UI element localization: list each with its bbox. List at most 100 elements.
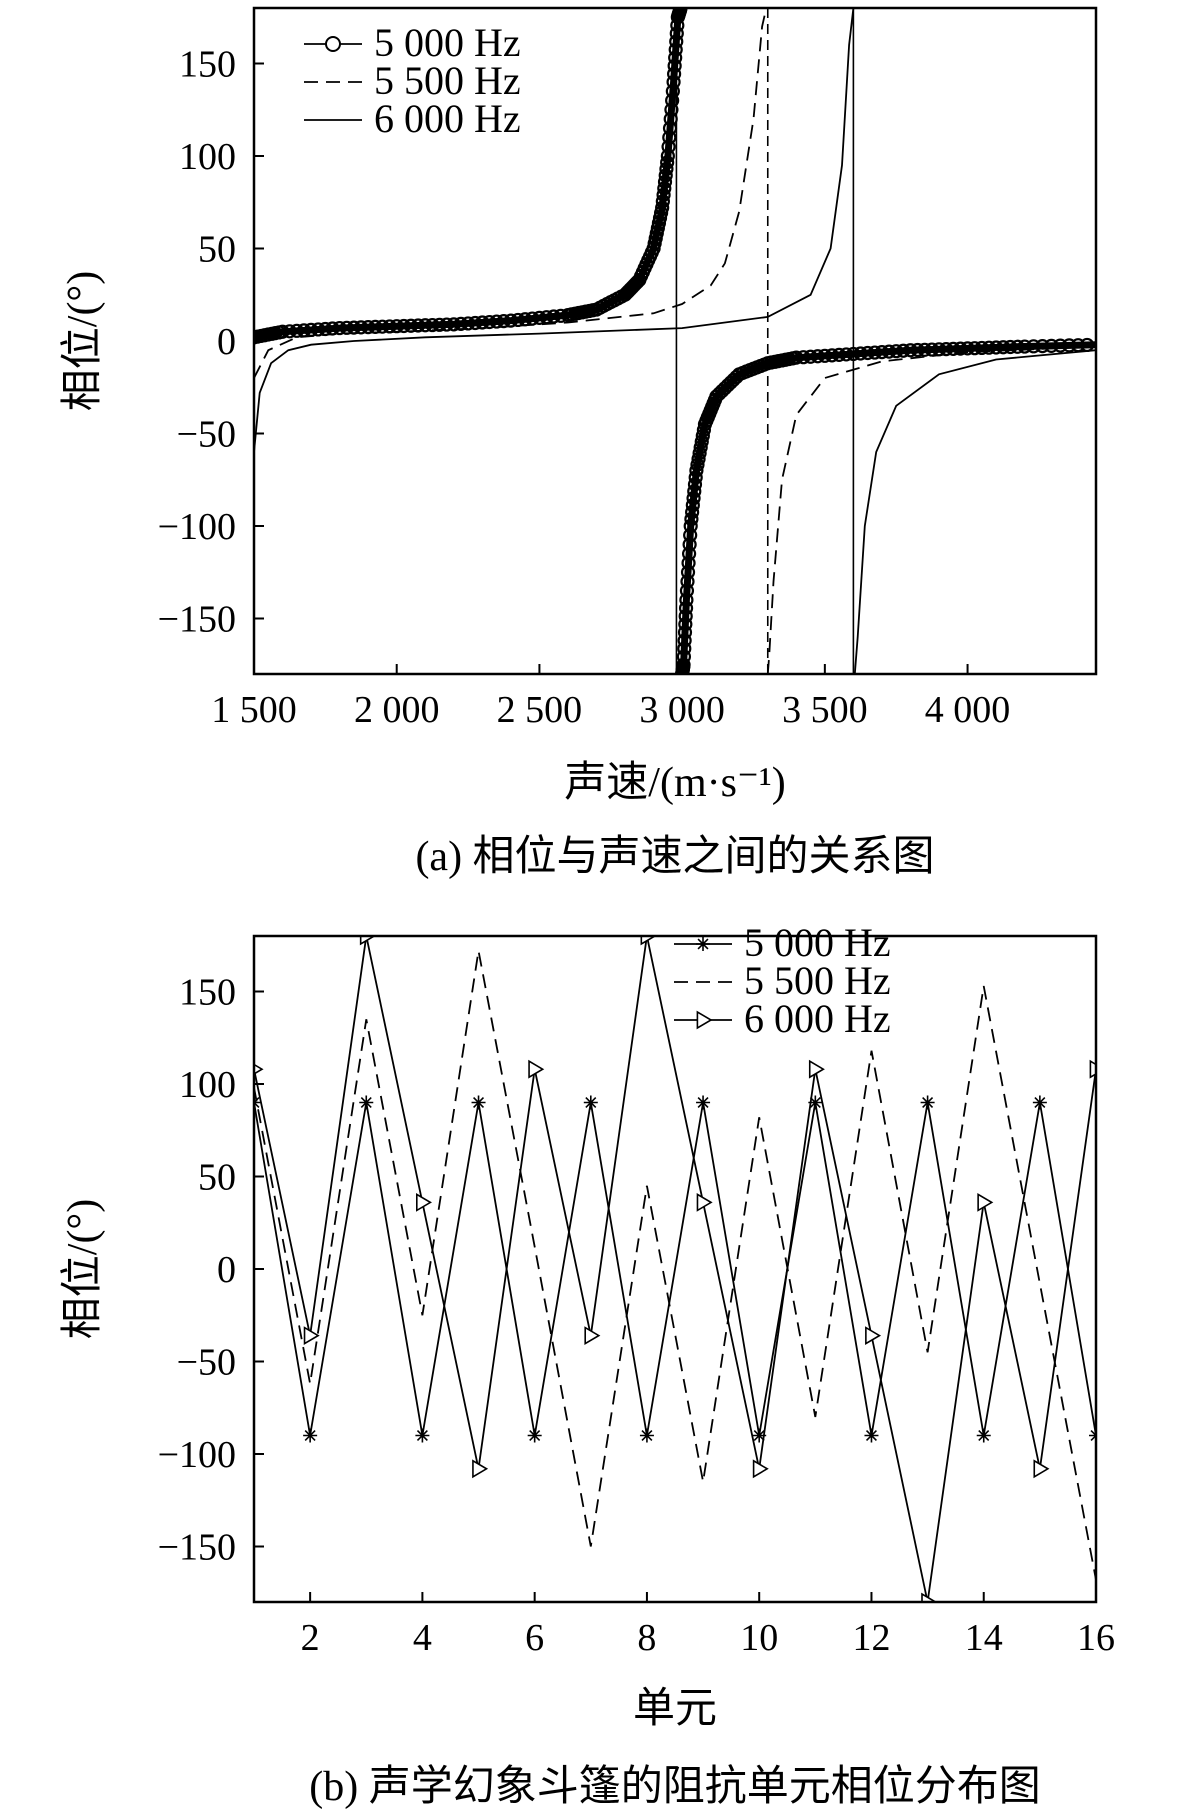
data-point xyxy=(1035,338,1050,354)
y-tick-label: 100 xyxy=(179,136,236,178)
data-point xyxy=(924,342,939,357)
data-point xyxy=(353,320,369,335)
data-point xyxy=(289,323,304,338)
data-point xyxy=(546,309,561,324)
data-point xyxy=(640,936,657,946)
legend-marker xyxy=(696,1010,713,1030)
data-point xyxy=(439,317,454,332)
chart-panel-a: 1 500 2 000 2 500 3 000 3 500 4 000 150 100 50 0 −… xyxy=(59,6,1098,880)
data-point xyxy=(677,641,692,656)
data-point xyxy=(1044,338,1059,353)
legend-label: 6 000 Hz xyxy=(374,96,521,141)
data-point xyxy=(282,324,297,339)
data-point xyxy=(867,345,882,360)
data-point xyxy=(974,340,989,356)
caption-a: (a) 相位与声速之间的关系图 xyxy=(415,833,934,880)
data-point xyxy=(667,66,682,82)
series-line xyxy=(254,8,1096,674)
data-point xyxy=(668,50,683,65)
x-axis-label: 声速/(m·s⁻¹) xyxy=(564,760,785,806)
y-tick-label: −50 xyxy=(177,1342,236,1384)
data-point xyxy=(1003,339,1018,355)
data-point xyxy=(311,322,326,337)
data-point xyxy=(661,139,676,154)
data-point xyxy=(639,1428,654,1443)
data-point xyxy=(917,342,932,357)
data-point xyxy=(1033,1459,1050,1479)
data-point xyxy=(920,1095,935,1110)
y-tick-label: 150 xyxy=(179,972,236,1014)
data-point xyxy=(665,84,680,99)
data-point xyxy=(532,310,547,325)
x-tick-label: 2 xyxy=(301,1617,320,1659)
data-point xyxy=(677,625,693,640)
data-point xyxy=(676,657,691,672)
data-point xyxy=(678,609,693,624)
legend: 5 000 Hz5 500 Hz6 000 Hz xyxy=(304,20,521,141)
data-point xyxy=(415,1428,430,1443)
data-point xyxy=(1017,339,1032,354)
y-tick-label: −150 xyxy=(158,1527,236,1569)
x-tick-label: 12 xyxy=(852,1617,890,1659)
data-point xyxy=(528,1059,545,1079)
x-tick-label: 16 xyxy=(1077,1617,1115,1659)
data-point xyxy=(681,546,697,561)
caption-b: (b) 声学幻象斗篷的阻抗单元相位分布图 xyxy=(309,1763,1040,1810)
data-point xyxy=(396,318,411,334)
x-tick-label: 3 000 xyxy=(639,689,725,731)
data-point xyxy=(415,1193,432,1212)
data-point xyxy=(989,340,1004,355)
data-point xyxy=(953,341,968,356)
data-point xyxy=(678,600,694,616)
data-point xyxy=(446,317,461,332)
legend: 5 000 Hz5 500 Hz6 000 Hz xyxy=(674,920,891,1041)
data-point xyxy=(303,1428,318,1443)
legend-marker xyxy=(696,937,710,951)
data-point xyxy=(332,320,347,336)
data-point xyxy=(662,121,678,136)
data-point xyxy=(583,1095,598,1110)
data-point xyxy=(881,344,897,359)
y-tick-label: 100 xyxy=(179,1064,236,1106)
x-tick-label: 4 xyxy=(413,1617,432,1659)
y-tick-label: 0 xyxy=(217,1249,236,1291)
legend-label: 5 500 Hz xyxy=(744,958,891,1003)
series-line xyxy=(254,936,1096,1602)
data-point xyxy=(810,349,825,364)
x-tick-label: 10 xyxy=(740,1617,778,1659)
data-point xyxy=(664,102,679,117)
data-point xyxy=(889,344,904,359)
data-point xyxy=(666,74,681,90)
x-tick-label: 2 000 xyxy=(354,689,440,731)
data-point xyxy=(663,111,678,127)
data-point xyxy=(553,308,568,323)
legend-label: 5 000 Hz xyxy=(744,920,891,965)
data-point xyxy=(359,936,376,946)
series-line xyxy=(254,8,1096,674)
data-point xyxy=(489,314,504,329)
data-point xyxy=(660,148,675,164)
x-tick-label: 4 000 xyxy=(925,689,1011,731)
data-point xyxy=(1032,1095,1047,1110)
y-tick-label: 0 xyxy=(217,321,236,363)
data-point xyxy=(662,130,677,145)
data-point xyxy=(864,1428,879,1443)
data-point xyxy=(977,1193,994,1212)
data-point xyxy=(303,1326,320,1345)
data-point xyxy=(665,93,680,108)
data-point xyxy=(696,422,711,438)
data-point xyxy=(584,1326,601,1345)
data-point xyxy=(808,1095,823,1110)
data-point xyxy=(796,350,811,365)
y-tick-label: −100 xyxy=(158,506,236,548)
data-point xyxy=(808,1059,825,1079)
data-point xyxy=(860,345,875,361)
data-point xyxy=(817,348,832,363)
data-point xyxy=(921,1592,938,1602)
data-point xyxy=(981,340,997,355)
data-point xyxy=(676,649,692,664)
data-point xyxy=(686,491,701,506)
data-point xyxy=(471,1095,486,1110)
data-point xyxy=(1053,338,1068,353)
